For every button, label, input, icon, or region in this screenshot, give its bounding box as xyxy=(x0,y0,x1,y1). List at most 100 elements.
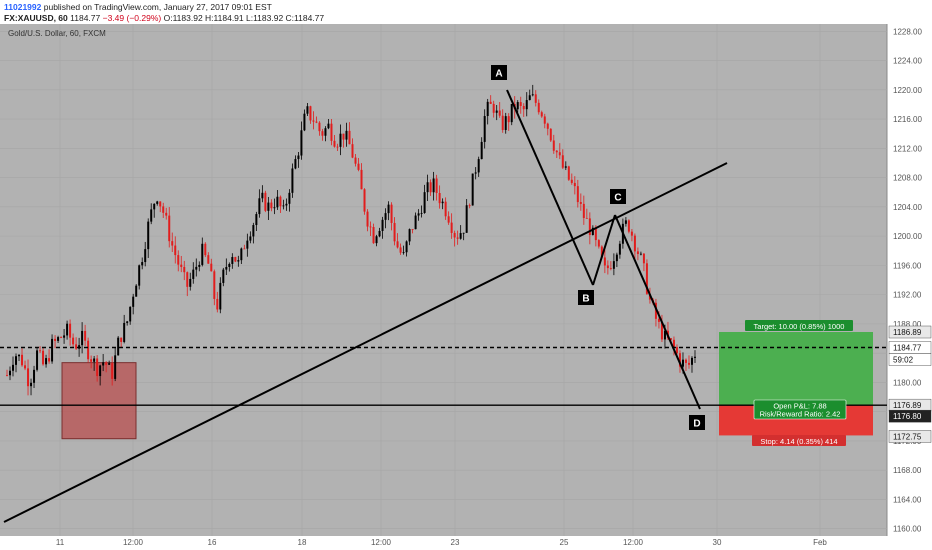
candle xyxy=(120,337,123,348)
candle xyxy=(399,243,402,255)
candle xyxy=(534,90,537,107)
candle xyxy=(204,242,207,258)
candle xyxy=(135,284,138,297)
candle xyxy=(612,253,615,276)
candle xyxy=(21,348,24,367)
candle xyxy=(675,344,678,355)
candle xyxy=(444,197,447,220)
candle xyxy=(363,188,366,215)
candle xyxy=(51,334,54,364)
candle xyxy=(597,239,600,249)
y-tick-label: 1216.00 xyxy=(893,115,922,124)
candle xyxy=(561,149,564,170)
candle xyxy=(585,208,588,219)
candle xyxy=(111,356,114,386)
entry-price-tag-2: 1176.80 xyxy=(888,409,932,423)
candle xyxy=(228,262,231,272)
candle xyxy=(633,233,636,261)
y-tick-label: 1188.00 xyxy=(893,320,922,329)
candle xyxy=(402,245,405,255)
candle xyxy=(552,134,555,154)
candle xyxy=(486,98,489,125)
time-axis-background xyxy=(0,536,932,550)
candle xyxy=(177,250,180,272)
svg-text:1176.80: 1176.80 xyxy=(893,412,922,421)
candle xyxy=(165,207,168,220)
candle xyxy=(492,100,495,118)
stop-price-tag: 1172.75 xyxy=(888,430,932,443)
candle xyxy=(306,102,309,117)
open-pl-label: Open P&L: 7.88 Risk/Reward Ratio: 2.42 xyxy=(753,399,847,420)
candle xyxy=(237,255,240,267)
candle xyxy=(582,195,585,225)
candle xyxy=(57,335,60,344)
candle xyxy=(234,256,237,263)
chart-title: Gold/U.S. Dollar, 60, FXCM xyxy=(8,29,106,38)
x-tick-label: Feb xyxy=(813,538,827,547)
candle xyxy=(369,221,372,236)
candle xyxy=(168,207,171,248)
svg-text:A: A xyxy=(495,69,502,80)
candle xyxy=(264,190,267,213)
candle xyxy=(330,119,333,146)
current-price-tag: 1184.77 xyxy=(888,341,932,354)
candle xyxy=(153,203,156,218)
candle xyxy=(285,198,288,211)
candle xyxy=(480,137,483,160)
candle xyxy=(549,128,552,143)
candle xyxy=(510,103,513,126)
candle xyxy=(555,149,558,158)
candle xyxy=(141,257,144,270)
leg-bc xyxy=(592,214,616,286)
candle xyxy=(393,217,396,246)
svg-text:1186.89: 1186.89 xyxy=(893,328,922,337)
point-d: D xyxy=(689,415,705,430)
candle xyxy=(12,356,15,377)
candle xyxy=(639,251,642,256)
author-name[interactable]: 11021992 xyxy=(4,2,42,12)
candle xyxy=(210,258,213,272)
candle xyxy=(540,110,543,118)
candle xyxy=(162,202,165,218)
chart-header: 11021992 published on TradingView.com, J… xyxy=(4,2,324,24)
candle xyxy=(45,354,48,368)
candle xyxy=(570,173,573,185)
candle xyxy=(123,314,126,344)
svg-text:C: C xyxy=(614,193,621,204)
candle xyxy=(30,378,33,396)
candle xyxy=(483,109,486,149)
candle xyxy=(426,174,429,202)
x-tick-label: 12:00 xyxy=(371,538,392,547)
candle xyxy=(24,360,27,371)
candle xyxy=(588,212,591,245)
candle xyxy=(438,185,441,209)
candle xyxy=(627,219,630,234)
y-tick-label: 1228.00 xyxy=(893,27,922,36)
candle xyxy=(150,203,153,225)
y-tick-label: 1180.00 xyxy=(893,378,922,387)
x-tick-label: 12:00 xyxy=(123,538,144,547)
candle xyxy=(315,116,318,124)
candle xyxy=(105,361,108,373)
candle xyxy=(42,347,45,366)
candle xyxy=(468,203,471,209)
candle xyxy=(216,291,219,313)
candle xyxy=(189,272,192,291)
candle xyxy=(231,253,234,269)
trendline xyxy=(3,162,728,523)
candle xyxy=(93,355,96,371)
candle xyxy=(348,122,351,145)
candle xyxy=(156,200,159,206)
candle xyxy=(456,230,459,245)
candle xyxy=(252,222,255,244)
candle xyxy=(390,202,393,231)
candle xyxy=(261,185,264,203)
y-tick-label: 1160.00 xyxy=(893,525,922,534)
candle xyxy=(15,353,18,373)
candle xyxy=(294,155,297,170)
candle xyxy=(201,237,204,267)
candle xyxy=(246,233,249,257)
leg-cd xyxy=(614,214,701,410)
candle xyxy=(504,112,507,134)
